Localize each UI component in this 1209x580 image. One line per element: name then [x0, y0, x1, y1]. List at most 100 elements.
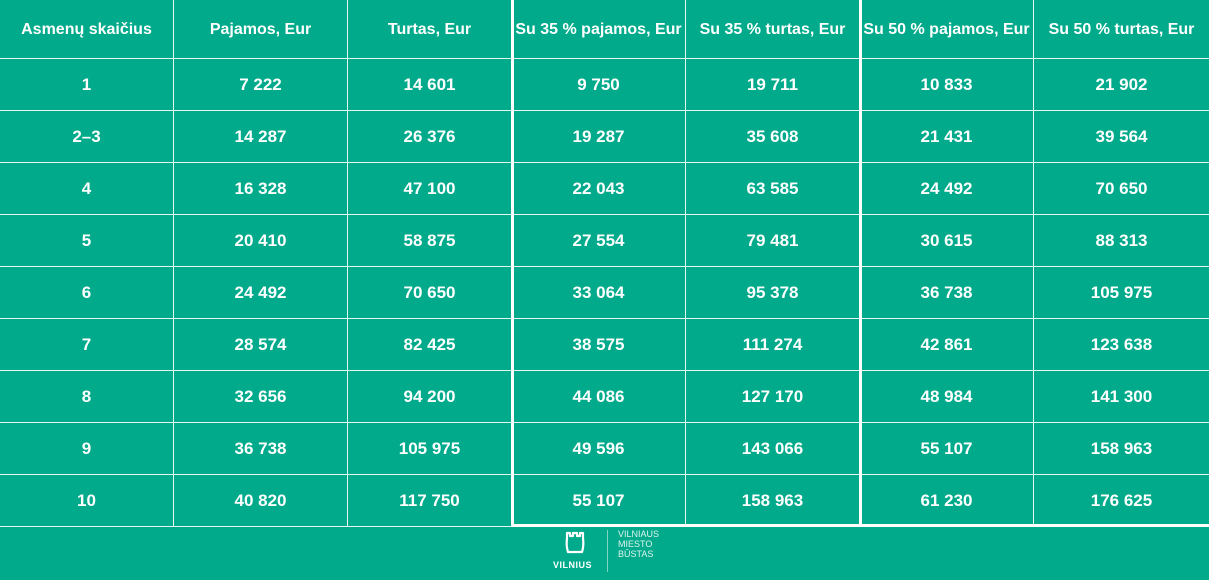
- table-divider: [511, 0, 514, 527]
- column-header: Pajamos, Eur: [174, 0, 348, 58]
- table-cell: 105 975: [348, 423, 512, 474]
- column-header: Su 50 % pajamos, Eur: [860, 0, 1034, 58]
- table-row: 9 36 738 105 975 49 596 143 066 55 107 158 963: [0, 423, 1209, 474]
- table-row: 8 32 656 94 200 44 086 127 170 48 984 141 300: [0, 371, 1209, 422]
- row-divider: [0, 214, 1209, 215]
- table-cell: 22 043: [512, 163, 686, 214]
- table-cell: 123 638: [1090, 335, 1153, 354]
- row-divider: [0, 110, 1209, 111]
- table-cell: 28 574: [174, 319, 348, 370]
- table-cell: 16 328: [174, 163, 348, 214]
- table-cell: 176 625: [1090, 491, 1153, 510]
- table-cell: 33 064: [512, 267, 686, 318]
- table-cell: 4: [0, 163, 174, 214]
- table-cell: 47 100: [348, 163, 512, 214]
- row-divider: [0, 526, 512, 527]
- table-cell: 35 608: [686, 111, 860, 162]
- table-cell: 38 575: [512, 319, 686, 370]
- table-cell: 9: [0, 423, 174, 474]
- table-cell: 36 738: [174, 423, 348, 474]
- table-cell: 79 481: [686, 215, 860, 266]
- row-divider: [0, 58, 1209, 59]
- table-cell: 82 425: [348, 319, 512, 370]
- table-cell: 61 230: [860, 475, 1034, 526]
- table-cell: 143 066: [686, 423, 860, 474]
- vilniaus-miesto-bustas-logo: VILNIUS VILNIAUS MIESTO BŪSTAS: [550, 528, 670, 576]
- column-header: Su 50 % turtas, Eur: [1048, 20, 1195, 38]
- table-row: 2–3 14 287 26 376 19 287 35 608 21 431 39 564: [0, 111, 1209, 162]
- table-cell: 70 650: [348, 267, 512, 318]
- table-cell: 117 750: [348, 475, 512, 526]
- castle-tower-icon: [565, 531, 585, 554]
- table-cell: 158 963: [1090, 439, 1153, 458]
- logo-separator: [607, 530, 608, 572]
- column-header: Su 35 % turtas, Eur: [686, 0, 860, 58]
- table-cell: 58 875: [348, 215, 512, 266]
- table-divider: [859, 0, 862, 527]
- table-cell: 63 585: [686, 163, 860, 214]
- table-cell: 94 200: [348, 371, 512, 422]
- table-cell: 10: [0, 475, 174, 526]
- table-cell: 24 492: [174, 267, 348, 318]
- row-divider: [0, 422, 1209, 423]
- table-divider: [511, 524, 1209, 527]
- table-cell: 9 750: [512, 59, 686, 110]
- table-cell: 158 963: [686, 475, 860, 526]
- table-cell: 48 984: [860, 371, 1034, 422]
- table-cell: 8: [0, 371, 174, 422]
- logo-line: MIESTO: [618, 539, 653, 549]
- table-cell: 40 820: [174, 475, 348, 526]
- table-cell: 27 554: [512, 215, 686, 266]
- column-header: Asmenų skaičius: [0, 0, 174, 58]
- table-cell: 111 274: [686, 319, 860, 370]
- logo-line: BŪSTAS: [618, 549, 654, 559]
- table-cell: 32 656: [174, 371, 348, 422]
- table-cell: 42 861: [860, 319, 1034, 370]
- column-header: Su 35 % pajamos, Eur: [512, 0, 686, 58]
- table-cell: 88 313: [1095, 231, 1148, 250]
- table-cell: 24 492: [860, 163, 1034, 214]
- table-cell: 39 564: [1095, 127, 1148, 146]
- table-cell: 19 711: [686, 59, 860, 110]
- row-divider: [0, 266, 1209, 267]
- table-cell: 70 650: [1095, 179, 1148, 198]
- table-cell: 30 615: [860, 215, 1034, 266]
- table-cell: 1: [0, 59, 174, 110]
- table-cell: 26 376: [348, 111, 512, 162]
- row-divider: [0, 474, 1209, 475]
- table-row: 4 16 328 47 100 22 043 63 585 24 492 70 650: [0, 163, 1209, 214]
- logo-word: VILNIUS: [553, 560, 593, 570]
- table-cell: 55 107: [512, 475, 686, 526]
- table-row: 7 28 574 82 425 38 575 111 274 42 861 123 638: [0, 319, 1209, 370]
- table-cell: 2–3: [0, 111, 174, 162]
- table-cell: 5: [0, 215, 174, 266]
- row-divider: [0, 318, 1209, 319]
- table-cell: 44 086: [512, 371, 686, 422]
- table-row: 10 40 820 117 750 55 107 158 963 61 230 176 62…: [0, 475, 1209, 526]
- table-cell: 105 975: [1090, 283, 1153, 302]
- table-cell: 7: [0, 319, 174, 370]
- table-cell: 10 833: [860, 59, 1034, 110]
- row-divider: [0, 162, 1209, 163]
- table-cell: 127 170: [686, 371, 860, 422]
- column-header: Turtas, Eur: [348, 0, 512, 58]
- table-cell: 14 287: [174, 111, 348, 162]
- table-row: 6 24 492 70 650 33 064 95 378 36 738 105 975: [0, 267, 1209, 318]
- row-divider: [0, 370, 1209, 371]
- table-cell: 7 222: [174, 59, 348, 110]
- table-cell: 95 378: [686, 267, 860, 318]
- table-cell: 21 902: [1095, 75, 1148, 94]
- table-cell: 49 596: [512, 423, 686, 474]
- table-row: 5 20 410 58 875 27 554 79 481 30 615 88 313: [0, 215, 1209, 266]
- table-cell: 55 107: [860, 423, 1034, 474]
- table-cell: 141 300: [1090, 387, 1153, 406]
- logo-text: VILNIAUS MIESTO BŪSTAS: [618, 529, 659, 559]
- header-row: Asmenų skaičius Pajamos, Eur Turtas, Eur Su…: [0, 0, 1209, 58]
- table-cell: 19 287: [512, 111, 686, 162]
- table-cell: 36 738: [860, 267, 1034, 318]
- table-cell: 6: [0, 267, 174, 318]
- table-cell: 14 601: [348, 59, 512, 110]
- table-cell: 20 410: [174, 215, 348, 266]
- table-cell: 21 431: [860, 111, 1034, 162]
